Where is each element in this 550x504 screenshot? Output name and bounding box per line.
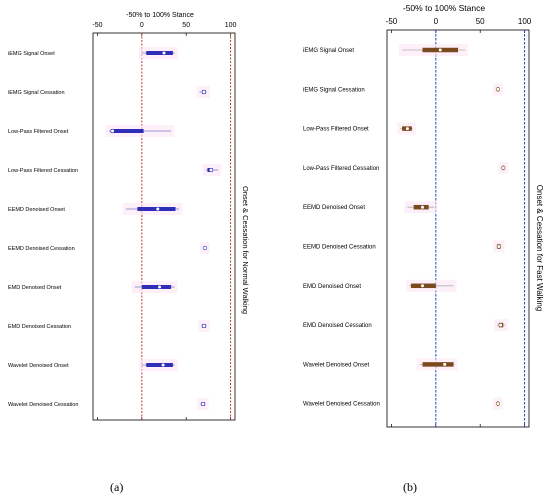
panel-b-category-label: iEMG Signal Cessation <box>303 87 365 93</box>
panel-a-median-marker <box>161 50 167 56</box>
panel-b-tick-label: -50 <box>386 17 398 26</box>
panel-b-category-label: EMD Denoised Onset <box>303 284 361 290</box>
panel-a-median-marker <box>201 323 207 329</box>
panel-b-category-label: iEMG Signal Onset <box>303 48 354 54</box>
panel-b-reference-lines <box>435 30 526 427</box>
panel-b-median-marker <box>501 165 506 170</box>
panel-b-label: (b) <box>403 480 417 494</box>
panel-a-tick-label: 100 <box>225 22 237 29</box>
panel-b: -50% to 100% Stance -50 0 50 100 iEMG Signa… <box>303 3 544 428</box>
panel-b-median-marker <box>498 323 503 328</box>
panel-a-median-marker <box>155 206 160 212</box>
panel-b-category-label: Wavelet Denoised Cessation <box>303 402 380 408</box>
panel-b-median-marker <box>405 126 410 131</box>
panel-a-median-marker <box>201 89 207 95</box>
panel-b-side-label: Onset & Cessation for Fast Walking <box>535 185 544 311</box>
panel-a-category-labels: iEMG Signal Onset iEMG Signal Cessation Lo… <box>8 51 78 408</box>
panel-b-category-label: Wavelet Denoised Onset <box>303 362 369 368</box>
panel-a-category-label: iEMG Signal Cessation <box>8 90 65 96</box>
panel-b-median-marker <box>442 362 447 367</box>
panel-a-side-label: Onset & Cessation for Normal Walking <box>241 186 250 314</box>
panel-a-box <box>146 51 173 55</box>
panel-b-category-label: EEMD Denoised Onset <box>303 205 365 211</box>
panel-a-median-marker <box>200 401 206 407</box>
panel-a-median-marker <box>157 284 162 290</box>
panel-a-median-marker <box>110 128 115 134</box>
panel-b-median-marker <box>495 401 501 406</box>
panel-b-plot-frame <box>386 29 530 428</box>
panel-a-tick-label: -50 <box>92 22 102 29</box>
panel-a-median-marker <box>161 362 166 368</box>
panel-b-median-marker <box>495 87 501 92</box>
panel-b-median-marker <box>420 205 425 210</box>
panel-a-category-label: iEMG Signal Onset <box>8 51 55 57</box>
panel-a-category-label: EEMD Denoised Onset <box>8 207 65 213</box>
panel-b-category-label: Low-Pass Filtered Cessation <box>303 166 379 172</box>
panel-b-category-label: EMD Denoised Cessation <box>303 323 372 329</box>
panel-b-median-marker <box>438 47 443 53</box>
panel-a-category-label: EMD Denoised Onset <box>8 285 62 291</box>
panel-b-tick-label: 50 <box>476 17 485 26</box>
panel-b-tick-label: 0 <box>434 17 439 26</box>
panel-b-category-labels: iEMG Signal Onset iEMG Signal Cessation Lo… <box>303 48 380 408</box>
panel-a-label: (a) <box>110 480 124 494</box>
panel-a-category-label: Wavelet Denoised Onset <box>8 363 69 369</box>
panel-a-tick-label: 50 <box>182 22 190 29</box>
panel-a-category-label: EEMD Denoised Cessation <box>8 246 75 252</box>
panel-a-category-label: EMD Denoised Cessation <box>8 324 71 330</box>
panel-a-median-marker <box>202 245 207 251</box>
panel-b-tick-label: 100 <box>518 17 532 26</box>
panel-b-boxes <box>397 44 509 410</box>
panel-b-title: -50% to 100% Stance <box>403 3 485 13</box>
panel-a-category-label: Low-Pass Filtered Onset <box>8 129 69 135</box>
panel-a-box <box>146 363 173 367</box>
panel-a-box <box>141 285 172 289</box>
panel-b-category-label: Low-Pass Filtered Onset <box>303 127 369 133</box>
panel-b-box <box>422 362 454 367</box>
panel-a: -50% to 100% Stance -50 0 50 100 iEMG Signa… <box>8 12 250 421</box>
panel-a-title: -50% to 100% Stance <box>126 12 194 19</box>
panel-a-median-marker <box>208 167 214 173</box>
panel-b-median-marker <box>420 283 425 288</box>
panel-a-category-label: Low-Pass Filtered Cessation <box>8 168 78 174</box>
panel-b-category-label: EEMD Denoised Cessation <box>303 245 376 251</box>
panel-a-reference-lines <box>141 33 232 420</box>
panel-b-median-marker <box>496 244 501 249</box>
panel-a-plot-frame <box>92 32 236 421</box>
panel-a-boxes <box>105 47 222 410</box>
panel-a-tick-label: 0 <box>140 22 144 29</box>
panel-a-category-label: Wavelet Denoised Cessation <box>8 402 78 408</box>
panel-a-box <box>110 129 144 133</box>
